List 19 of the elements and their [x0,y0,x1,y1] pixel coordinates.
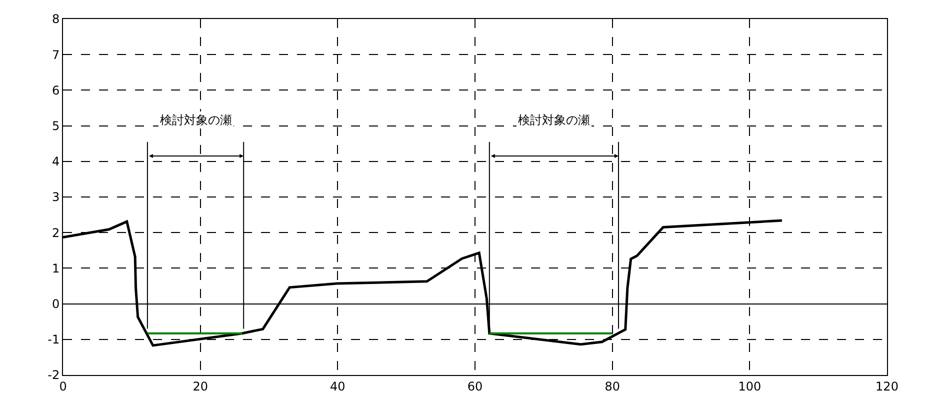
y-tick-label: 6 [52,83,60,98]
x-tick-label: 100 [738,379,762,394]
y-tick-label: 0 [52,297,60,311]
x-tick-label: 60 [467,379,483,394]
x-tick-label: 40 [330,379,346,394]
annotation: 検討対象の瀬 [518,113,590,127]
x-tick-label: 80 [604,379,620,394]
y-tick-label: 4 [52,154,60,169]
y-tick-label: 8 [52,12,60,26]
y-tick-label: 2 [52,226,60,240]
y-tick-label: 1 [52,261,60,276]
x-tick-label: 20 [192,379,208,394]
x-tick-label: 120 [876,379,898,394]
y-tick-label: 7 [52,48,60,62]
y-tick-label: -2 [48,368,60,382]
y-tick-label: -1 [48,332,60,347]
y-tick-label: 3 [52,190,60,204]
y-tick-label: 5 [52,119,60,133]
annotation: 検討対象の瀬 [160,113,232,127]
